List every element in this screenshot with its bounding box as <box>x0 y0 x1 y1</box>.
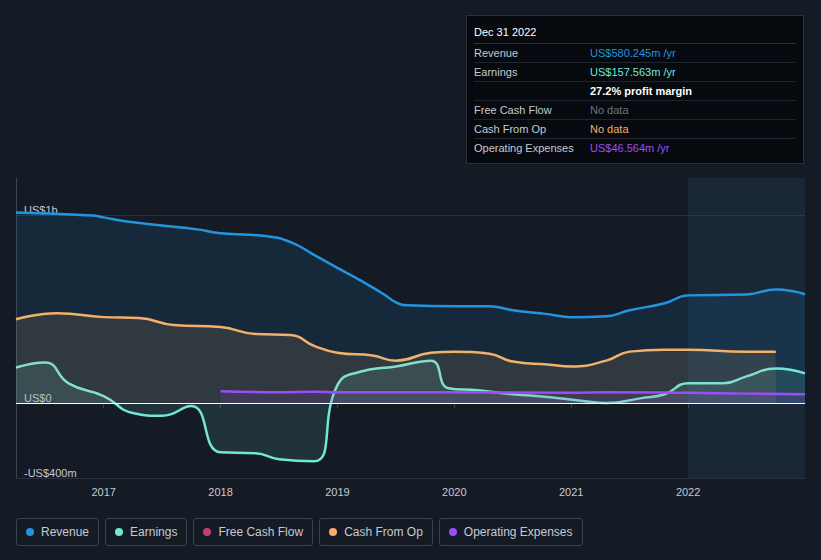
html-text:US$580.245m /yr: US$580.245m /yr <box>590 47 676 59</box>
svg-text:2020: 2020 <box>442 486 466 498</box>
html-text:No data: No data <box>590 104 629 116</box>
html-text:27.2% profit margin: 27.2% profit margin <box>590 85 693 97</box>
svg-text:-US$400m: -US$400m <box>24 467 77 479</box>
html-text:Dec 31 2022: Dec 31 2022 <box>474 26 537 38</box>
svg-text:2017: 2017 <box>91 486 115 498</box>
svg-text:2018: 2018 <box>208 486 232 498</box>
html-text:Free Cash Flow: Free Cash Flow <box>474 104 552 116</box>
html-text:US$157.563m /yr: US$157.563m /yr <box>590 66 676 78</box>
html-text:Operating Expenses: Operating Expenses <box>463 525 573 539</box>
html-text:Revenue: Revenue <box>41 525 89 539</box>
svg-text:2019: 2019 <box>325 486 349 498</box>
svg-text:2022: 2022 <box>676 486 700 498</box>
html-text:No data: No data <box>590 123 629 135</box>
html-text:US$46.564m /yr: US$46.564m /yr <box>590 142 670 154</box>
html-text:Operating Expenses: Operating Expenses <box>474 142 574 154</box>
html-text:Earnings: Earnings <box>474 66 518 78</box>
html-text:Revenue: Revenue <box>474 47 518 59</box>
svg-text:2021: 2021 <box>559 486 583 498</box>
html-text:Earnings: Earnings <box>130 525 178 539</box>
html-text:Cash From Op: Cash From Op <box>344 525 423 539</box>
html-text:Cash From Op: Cash From Op <box>474 123 547 135</box>
svg-text:US$1b: US$1b <box>24 204 58 216</box>
html-text:Free Cash Flow: Free Cash Flow <box>218 525 304 539</box>
